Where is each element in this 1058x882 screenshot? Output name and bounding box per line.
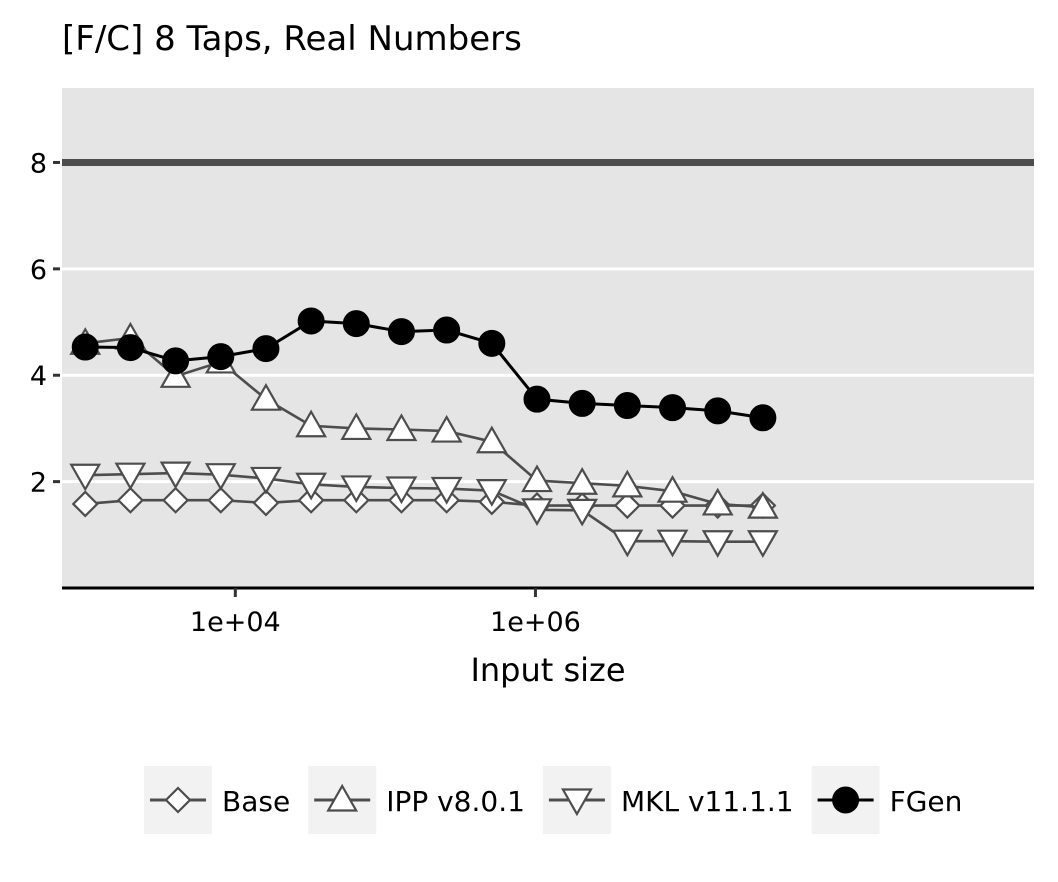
legend-label: Base [222,785,290,818]
series-layer [69,307,779,558]
axes: 2 4 6 8 1e+04 1e+06 [30,148,1034,638]
data-point-fgen [478,329,506,357]
data-point-fgen [749,404,777,432]
data-point-mkl-v11-1-1 [611,529,644,558]
data-point-fgen [162,347,190,375]
data-point-base [252,489,280,517]
y-tick-label: 2 [30,468,47,499]
legend-label: FGen [890,785,963,818]
data-point-ipp-v8-0-1 [430,414,463,443]
legend-item-fgen: FGen [811,766,963,834]
legend-label: IPP v8.0.1 [386,785,525,818]
x-axis-title: Input size [470,651,625,689]
data-point-mkl-v11-1-1 [521,498,553,527]
data-point-mkl-v11-1-1 [385,476,418,505]
data-point-ipp-v8-0-1 [295,409,328,438]
data-point-fgen [433,316,461,344]
series-line-mkl-v11-1-1 [85,471,763,544]
data-point-ipp-v8-0-1 [746,490,779,519]
data-point-mkl-v11-1-1 [114,462,147,491]
data-point-fgen [659,394,687,422]
data-point-fgen [523,385,551,413]
data-point-ipp-v8-0-1 [475,425,508,454]
chart-title: [F/C] 8 Taps, Real Numbers [62,19,522,59]
x-tick-label: 1e+04 [190,607,281,638]
x-tick-label: 1e+06 [490,607,581,638]
data-point-fgen [342,310,370,338]
series-line-ipp-v8-0-1 [85,336,763,509]
data-point-ipp-v8-0-1 [701,487,734,516]
data-point-fgen [297,307,325,335]
data-point-mkl-v11-1-1 [430,476,463,505]
legend-item-base: Base [144,766,290,834]
data-point-fgen [71,333,99,361]
data-point-mkl-v11-1-1 [295,472,328,501]
y-tick-label: 6 [30,255,47,286]
data-point-ipp-v8-0-1 [611,469,644,498]
series-line-base [85,498,763,507]
data-point-mkl-v11-1-1 [204,463,237,491]
data-point-base [613,491,641,520]
data-point-base [71,490,99,518]
data-point-ipp-v8-0-1 [159,360,192,388]
data-point-base [116,486,144,514]
y-tick-label: 8 [30,148,47,179]
data-point-mkl-v11-1-1 [746,530,779,558]
data-point-fgen [387,318,415,346]
series-fgen [71,307,777,432]
data-point-fgen [704,397,732,425]
legend-item-mkl-v11-1-1: MKL v11.1.1 [542,766,794,834]
data-point-ipp-v8-0-1 [656,474,689,503]
data-point-mkl-v11-1-1 [159,461,192,490]
data-point-mkl-v11-1-1 [566,498,599,527]
data-point-fgen [116,334,144,362]
data-point-mkl-v11-1-1 [475,479,508,507]
data-point-base [162,486,190,514]
data-point-mkl-v11-1-1 [656,529,689,558]
data-point-mkl-v11-1-1 [250,466,282,495]
series-line-fgen [85,319,764,420]
data-point-fgen [207,343,235,371]
data-point-ipp-v8-0-1 [385,413,418,442]
legend-key-symbol [326,783,359,812]
series-mkl-v11-1-1 [69,461,779,558]
legend-key-symbol [561,788,593,817]
legend-item-ipp-v8-0-1: IPP v8.0.1 [308,766,525,834]
data-point-base [207,486,235,514]
data-point-mkl-v11-1-1 [701,530,734,558]
data-point-fgen [613,392,641,420]
data-point-ipp-v8-0-1 [250,382,282,411]
data-point-mkl-v11-1-1 [69,463,102,492]
data-point-ipp-v8-0-1 [521,464,553,493]
data-point-mkl-v11-1-1 [340,475,373,504]
y-tick-label: 4 [30,361,47,392]
data-point-fgen [252,335,280,363]
data-point-fgen [568,389,596,417]
legend-key-symbol [164,786,192,814]
legend-key-symbol [832,786,860,814]
legend-label: MKL v11.1.1 [621,785,794,818]
legend: Base IPP v8.0.1 MKL v11.1.1 FGen [144,766,962,834]
data-point-ipp-v8-0-1 [340,412,373,441]
data-point-ipp-v8-0-1 [566,466,599,495]
